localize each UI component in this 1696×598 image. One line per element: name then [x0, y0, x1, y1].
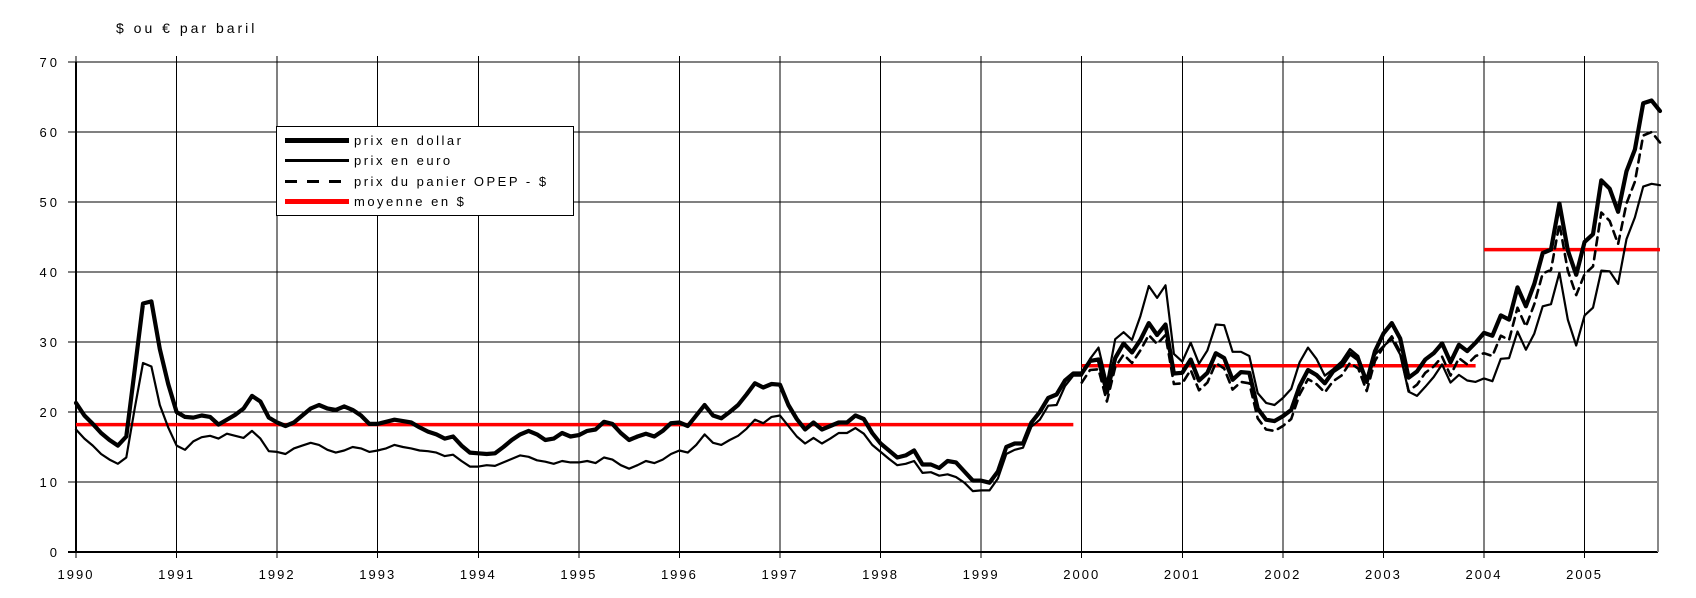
chart-title: $ ou € par baril: [116, 20, 258, 36]
legend-line-sample-prix-en-euro: [285, 159, 349, 163]
x-axis-label: 2005: [1566, 567, 1603, 582]
x-axis-labels: 1990 1991 1992 1993 1994 1995 1996 1997 1998 1999…: [58, 567, 1603, 582]
legend-line-sample-prix-du-panier-opep: [285, 179, 349, 183]
x-axis-label: 1998: [862, 567, 899, 582]
y-axis-label: 0: [50, 545, 60, 560]
x-axis-label: 2003: [1365, 567, 1402, 582]
x-axis-label: 2004: [1466, 567, 1503, 582]
y-axis-label: 30: [40, 335, 60, 350]
x-axis-label: 1995: [560, 567, 597, 582]
y-axis-label: 40: [40, 265, 60, 280]
x-axis-label: 1990: [58, 567, 95, 582]
x-axis-label: 2001: [1164, 567, 1201, 582]
x-axis-label: 2002: [1264, 567, 1301, 582]
legend-entry-prix-en-dollar: prix en dollar: [277, 130, 573, 150]
legend-entry-prix-en-euro: prix en euro: [277, 151, 573, 171]
legend-label: prix en euro: [354, 153, 453, 169]
legend-entry-prix-du-panier-opep: prix du panier OPEP - $: [277, 171, 573, 191]
legend-line-sample-moyenne-en: [285, 199, 349, 205]
x-axis-label: 1999: [963, 567, 1000, 582]
legend-label: prix en dollar: [354, 132, 464, 148]
y-axis-label: 20: [40, 405, 60, 420]
legend-entry-moyenne-en: moyenne en $: [277, 192, 573, 212]
series-prix-du-panier-opep: [1080, 130, 1662, 433]
x-axis-label: 1992: [259, 567, 296, 582]
x-axis-label: 1991: [158, 567, 195, 582]
series-prix-en-dollar: [73, 98, 1663, 485]
x-axis-label: 1994: [460, 567, 497, 582]
legend-label: prix du panier OPEP - $: [354, 173, 549, 189]
y-axis-label: 50: [40, 195, 60, 210]
axes: [68, 62, 1659, 553]
y-axis-label: 10: [40, 475, 60, 490]
x-axis-label: 1996: [661, 567, 698, 582]
legend: prix en dollar prix en euro prix du panier…: [276, 126, 574, 216]
mean-lines: [76, 247, 1660, 427]
y-axis-label: 60: [40, 125, 60, 140]
ticks: [68, 56, 1586, 558]
x-axis-label: 1997: [762, 567, 799, 582]
x-axis-label: 1993: [359, 567, 396, 582]
series-prix-en-euro: [74, 182, 1662, 493]
x-axis-label: 2000: [1063, 567, 1100, 582]
legend-label: moyenne en $: [354, 194, 467, 210]
y-axis-label: 70: [40, 55, 60, 70]
legend-line-sample-prix-en-dollar: [285, 137, 349, 143]
y-axis-labels: 0 10 20 30 40 50 60 70: [40, 55, 60, 560]
